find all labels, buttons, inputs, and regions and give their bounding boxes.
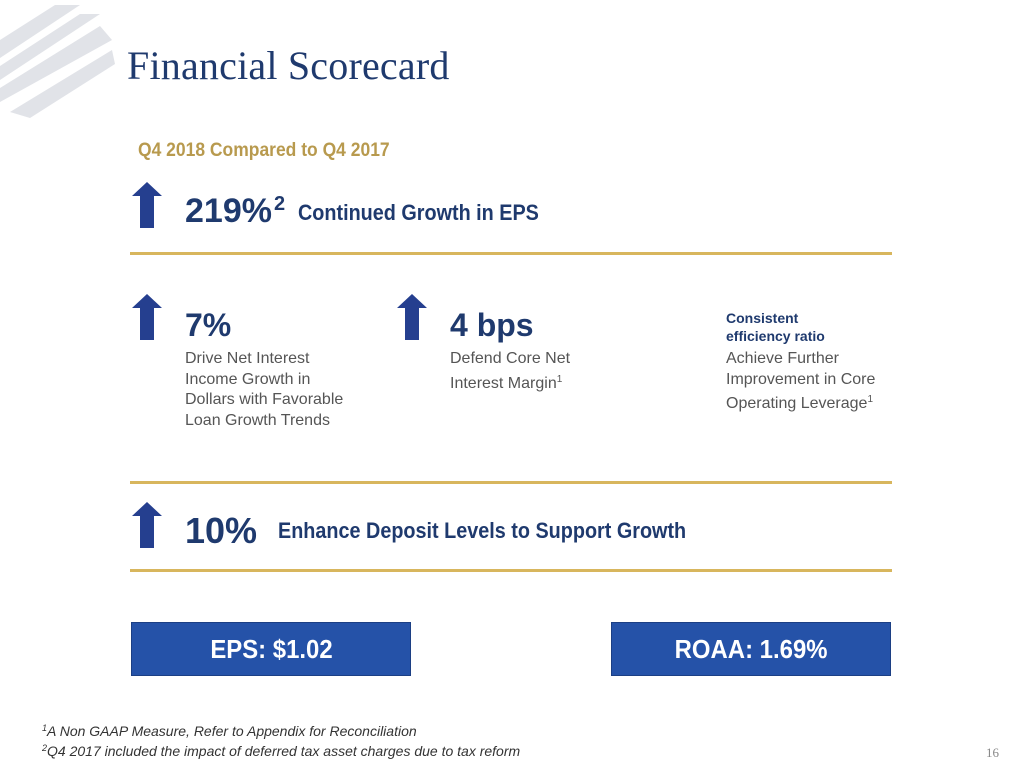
roaa-summary-box: ROAA: 1.69% [611, 622, 891, 676]
up-arrow-icon [132, 294, 162, 340]
up-arrow-icon [132, 182, 162, 228]
up-arrow-icon [397, 294, 427, 340]
comparison-subtitle: Q4 2018 Compared to Q4 2017 [138, 140, 390, 161]
efficiency-description: Achieve Further Improvement in Core Oper… [726, 350, 876, 412]
nii-growth-value: 7% [185, 307, 232, 343]
deposits-label: Enhance Deposit Levels to Support Growth [278, 518, 687, 543]
deposits-value: 10% [185, 510, 258, 551]
efficiency-value: Consistent efficiency ratio [726, 310, 825, 344]
eps-growth-label: Continued Growth in EPS [298, 200, 539, 225]
nii-growth-description: Drive Net Interest Income Growth in Doll… [185, 350, 344, 429]
company-logo [0, 5, 115, 118]
divider [130, 481, 892, 484]
margin-description: Defend Core Net Interest Margin1 [450, 350, 571, 392]
page-number: 16 [986, 745, 999, 760]
page-title: Financial Scorecard [127, 43, 450, 88]
divider [130, 252, 892, 255]
footnote-2: 2Q4 2017 included the impact of deferred… [42, 743, 521, 759]
footnote-1: 1A Non GAAP Measure, Refer to Appendix f… [42, 723, 417, 739]
up-arrow-icon [132, 502, 162, 548]
margin-value: 4 bps [450, 307, 534, 343]
eps-growth-value: 219% 2 [185, 192, 286, 230]
eps-summary-box: EPS: $1.02 [131, 622, 411, 676]
divider [130, 569, 892, 572]
